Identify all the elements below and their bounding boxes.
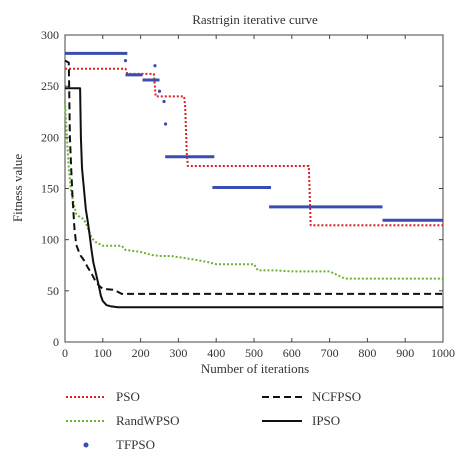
x-tick-label: 700 [321, 346, 339, 360]
series-line [65, 87, 443, 309]
legend-item-pso: PSO [66, 389, 140, 404]
series-ncfpso [64, 59, 443, 295]
x-tick-label: 500 [245, 346, 263, 360]
x-tick-label: 400 [207, 346, 225, 360]
series-layer [64, 51, 443, 309]
x-tick-label: 200 [132, 346, 150, 360]
y-axis-ticks: 0 50 100 150 200 250 300 [41, 28, 443, 349]
series-point [163, 122, 168, 126]
y-tick-label: 250 [41, 79, 59, 93]
y-tick-label: 200 [41, 130, 59, 144]
y-tick-label: 50 [47, 284, 59, 298]
series-point [162, 99, 166, 104]
x-tick-label: 600 [283, 346, 301, 360]
y-tick-label: 300 [41, 28, 59, 42]
chart-title: Rastrigin iterative curve [192, 12, 318, 27]
y-tick-label: 150 [41, 182, 59, 196]
legend: PSO NCFPSO RandWPSO IPSO TFPSO [66, 389, 361, 452]
legend-label: IPSO [312, 413, 340, 428]
legend-item-randwpso: RandWPSO [66, 413, 180, 428]
legend-label: TFPSO [116, 437, 155, 452]
legend-label: NCFPSO [312, 389, 361, 404]
legend-label: PSO [116, 389, 140, 404]
series-point [157, 89, 162, 93]
y-tick-label: 0 [53, 335, 59, 349]
x-tick-label: 900 [396, 346, 414, 360]
legend-item-tfpso: TFPSO [83, 437, 155, 452]
series-point [123, 58, 128, 63]
series-tfpso [65, 51, 443, 222]
series-point [153, 64, 157, 68]
series-line [65, 67, 443, 227]
x-tick-label: 300 [169, 346, 187, 360]
series-ipso [65, 87, 443, 309]
series-randwpso [64, 101, 443, 280]
legend-marker [83, 442, 89, 448]
x-axis-label: Number of iterations [201, 361, 309, 376]
x-tick-label: 100 [94, 346, 112, 360]
series-line [64, 101, 443, 280]
legend-label: RandWPSO [116, 413, 180, 428]
y-tick-label: 100 [41, 233, 59, 247]
x-axis-ticks: 0 100 200 300 400 500 600 700 800 900 1000 [62, 35, 455, 360]
series-pso [65, 67, 443, 227]
y-axis-label: Fitness value [10, 154, 25, 222]
x-tick-label: 1000 [431, 346, 455, 360]
series-line [64, 59, 443, 295]
x-tick-label: 0 [62, 346, 68, 360]
x-tick-label: 800 [358, 346, 376, 360]
legend-item-ipso: IPSO [262, 413, 340, 428]
legend-item-ncfpso: NCFPSO [262, 389, 361, 404]
